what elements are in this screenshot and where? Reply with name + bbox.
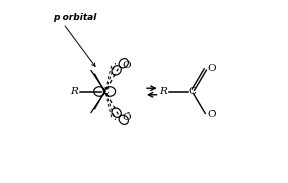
Text: -: -: [212, 106, 215, 115]
Text: O: O: [122, 61, 131, 70]
Text: C: C: [101, 87, 109, 96]
Text: C: C: [188, 87, 196, 96]
Text: O: O: [207, 64, 216, 73]
Text: -: -: [127, 108, 130, 117]
Text: O: O: [207, 110, 216, 119]
Text: R: R: [71, 87, 78, 96]
Text: R: R: [159, 87, 167, 96]
Text: O: O: [122, 113, 131, 122]
Text: p orbital: p orbital: [53, 13, 97, 22]
